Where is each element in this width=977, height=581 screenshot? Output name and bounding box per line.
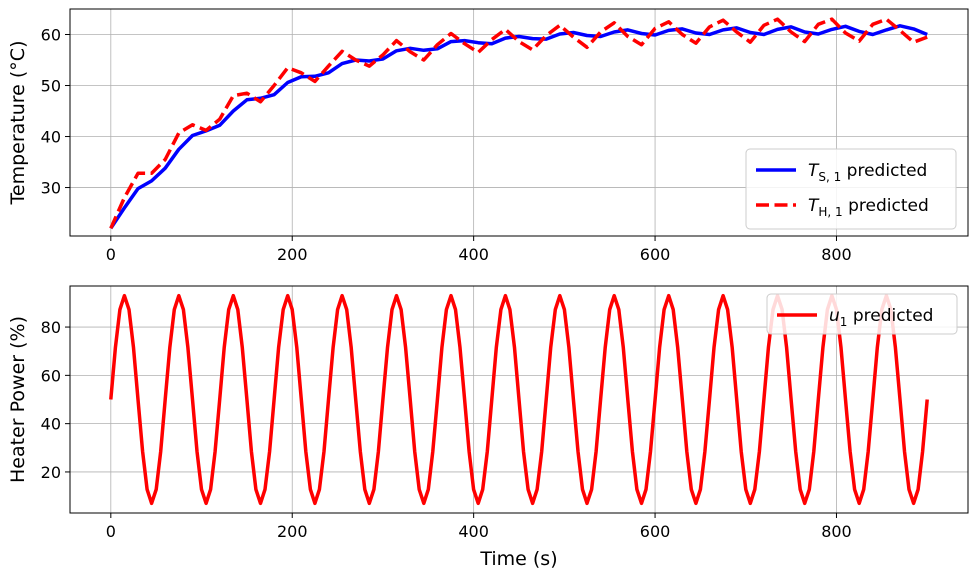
temperature-panel: 0 200 400 600 800 30 40 50 60 Temperature (°C) TS,… [7,8,969,264]
legend-box [745,148,957,230]
legend-label-1: TS, 1 predicted [808,161,927,184]
y-tick-label: 30 [41,179,61,198]
y-axis-label: Temperature (°C) [7,41,29,206]
x-tick-label: 800 [821,522,852,541]
plot-frame [69,8,969,237]
x-tick-label: 200 [277,522,308,541]
plot-frame [69,285,969,514]
series-line-1 [109,24,928,230]
x-axis-label: Time (s) [479,548,557,570]
y-axis-label: Heater Power (%) [7,316,29,483]
legend: u1 predicted [766,293,958,335]
y-tick-label: 40 [41,415,61,434]
x-tick-label: 400 [458,522,489,541]
heater-power-panel: 0 200 400 600 800 20 40 60 80 Heater Power (%) Tim… [7,285,969,570]
x-tick-label: 200 [277,245,308,264]
x-tick-label: 600 [640,245,671,264]
series-line-2 [109,17,928,230]
y-tick-label: 20 [41,463,61,482]
y-tick-label: 50 [41,77,61,96]
legend-label-2: TH, 1 predicted [808,196,929,219]
legend-box [766,293,958,335]
legend: TS, 1 predicted TH, 1 predicted [745,148,957,230]
series-line-1 [109,293,929,506]
y-tick-label: 80 [41,318,61,337]
legend-label-1: u1 predicted [829,306,933,329]
y-tick-label: 40 [41,128,61,147]
x-tick-label: 0 [106,245,116,264]
y-tick-label: 60 [41,366,61,385]
x-tick-label: 600 [640,522,671,541]
x-tick-label: 0 [106,522,116,541]
y-tick-label: 60 [41,26,61,45]
x-tick-label: 800 [821,245,852,264]
x-tick-label: 400 [458,245,489,264]
